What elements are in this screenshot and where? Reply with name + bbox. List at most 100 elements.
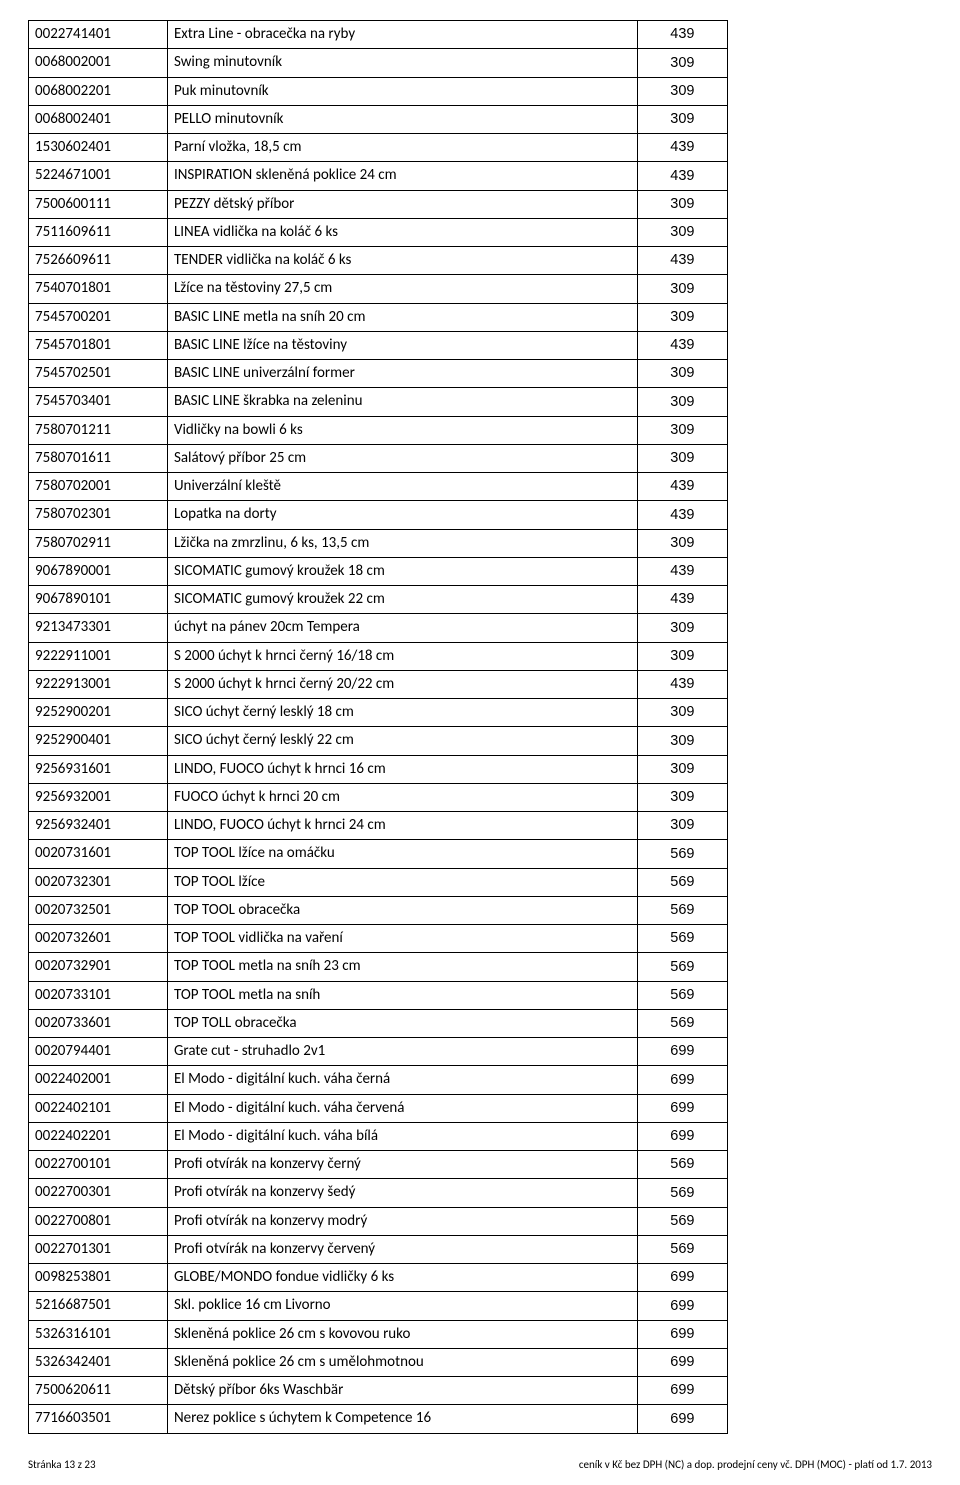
cell-description: Salátový příbor 25 cm [167,444,637,472]
cell-price: 309 [637,105,727,133]
table-row: 0020731601TOP TOOL lžíce na omáčku569 [29,840,728,868]
table-row: 9256932401LINDO, FUOCO úchyt k hrnci 24 … [29,812,728,840]
cell-price: 569 [637,1235,727,1263]
table-row: 0020732301TOP TOOL lžíce569 [29,868,728,896]
cell-code: 9256932001 [29,783,168,811]
footer-left: Stránka 13 z 23 [28,1458,96,1471]
cell-code: 0020732901 [29,953,168,981]
table-row: 5216687501Skl. poklice 16 cm Livorno699 [29,1292,728,1320]
cell-price: 309 [637,303,727,331]
cell-price: 569 [637,896,727,924]
cell-code: 7526609611 [29,247,168,275]
cell-description: TOP TOOL metla na sníh 23 cm [167,953,637,981]
cell-code: 0022402101 [29,1094,168,1122]
table-row: 0022700301Profi otvírák na konzervy šedý… [29,1179,728,1207]
cell-code: 0022402201 [29,1122,168,1150]
table-row: 9067890001SICOMATIC gumový kroužek 18 cm… [29,557,728,585]
cell-code: 9222913001 [29,670,168,698]
cell-code: 0098253801 [29,1264,168,1292]
table-row: 0022741401Extra Line - obracečka na ryby… [29,21,728,49]
table-row: 7580701211Vidličky na bowli 6 ks309 [29,416,728,444]
cell-code: 7580701211 [29,416,168,444]
table-row: 9213473301úchyt na pánev 20cm Tempera309 [29,614,728,642]
cell-description: TENDER vidlička na koláč 6 ks [167,247,637,275]
cell-description: Lopatka na dorty [167,501,637,529]
cell-description: Profi otvírák na konzervy červený [167,1235,637,1263]
cell-price: 439 [637,557,727,585]
table-row: 7716603501Nerez poklice s úchytem k Comp… [29,1405,728,1433]
cell-price: 309 [637,783,727,811]
cell-price: 569 [637,981,727,1009]
cell-price: 309 [637,360,727,388]
cell-price: 439 [637,162,727,190]
cell-code: 7580701611 [29,444,168,472]
cell-price: 309 [637,755,727,783]
cell-code: 0022700801 [29,1207,168,1235]
cell-price: 439 [637,21,727,49]
table-row: 0022402201El Modo - digitální kuch. váha… [29,1122,728,1150]
cell-description: SICOMATIC gumový kroužek 18 cm [167,557,637,585]
cell-description: LINEA vidlička na koláč 6 ks [167,218,637,246]
cell-code: 9256932401 [29,812,168,840]
cell-description: SICO úchyt černý lesklý 18 cm [167,699,637,727]
table-row: 9256932001FUOCO úchyt k hrnci 20 cm309 [29,783,728,811]
cell-code: 0020732501 [29,896,168,924]
cell-price: 699 [637,1122,727,1150]
cell-price: 439 [637,473,727,501]
cell-code: 0020732301 [29,868,168,896]
cell-description: El Modo - digitální kuch. váha červená [167,1094,637,1122]
table-row: 0068002401PELLO minutovník309 [29,105,728,133]
cell-price: 699 [637,1348,727,1376]
cell-price: 699 [637,1320,727,1348]
cell-description: BASIC LINE metla na sníh 20 cm [167,303,637,331]
table-row: 9067890101SICOMATIC gumový kroužek 22 cm… [29,586,728,614]
cell-price: 309 [637,275,727,303]
cell-code: 7500620611 [29,1377,168,1405]
cell-price: 309 [637,614,727,642]
cell-description: LINDO, FUOCO úchyt k hrnci 24 cm [167,812,637,840]
cell-price: 309 [637,218,727,246]
table-row: 0020732601TOP TOOL vidlička na vaření569 [29,925,728,953]
cell-description: úchyt na pánev 20cm Tempera [167,614,637,642]
cell-description: Univerzální kleště [167,473,637,501]
cell-price: 309 [637,190,727,218]
table-row: 7580702001Univerzální kleště439 [29,473,728,501]
cell-description: El Modo - digitální kuch. váha bílá [167,1122,637,1150]
cell-code: 7511609611 [29,218,168,246]
cell-price: 569 [637,840,727,868]
cell-code: 0020733601 [29,1009,168,1037]
cell-description: TOP TOOL lžíce [167,868,637,896]
cell-price: 699 [637,1094,727,1122]
cell-code: 5216687501 [29,1292,168,1320]
table-row: 0022700801Profi otvírák na konzervy modr… [29,1207,728,1235]
cell-description: TOP TOOL metla na sníh [167,981,637,1009]
cell-code: 9222911001 [29,642,168,670]
cell-code: 9067890101 [29,586,168,614]
cell-code: 7545701801 [29,331,168,359]
table-row: 0068002201Puk minutovník309 [29,77,728,105]
cell-description: Lžíce na těstoviny 27,5 cm [167,275,637,303]
cell-price: 309 [637,727,727,755]
cell-code: 7540701801 [29,275,168,303]
table-row: 9252900401SICO úchyt černý lesklý 22 cm3… [29,727,728,755]
cell-price: 569 [637,868,727,896]
cell-code: 1530602401 [29,134,168,162]
cell-code: 0068002001 [29,49,168,77]
cell-code: 7545703401 [29,388,168,416]
cell-price: 699 [637,1377,727,1405]
cell-description: TOP TOLL obracečka [167,1009,637,1037]
cell-description: Vidličky na bowli 6 ks [167,416,637,444]
table-row: 7545700201BASIC LINE metla na sníh 20 cm… [29,303,728,331]
cell-code: 5326316101 [29,1320,168,1348]
cell-description: BASIC LINE lžíce na těstoviny [167,331,637,359]
cell-price: 309 [637,444,727,472]
cell-price: 699 [637,1066,727,1094]
cell-price: 439 [637,586,727,614]
table-row: 7545702501BASIC LINE univerzální former3… [29,360,728,388]
cell-code: 9067890001 [29,557,168,585]
cell-description: Grate cut - struhadlo 2v1 [167,1038,637,1066]
cell-code: 0022741401 [29,21,168,49]
cell-description: Profi otvírák na konzervy modrý [167,1207,637,1235]
table-row: 0068002001Swing minutovník309 [29,49,728,77]
table-row: 9256931601LINDO, FUOCO úchyt k hrnci 16 … [29,755,728,783]
